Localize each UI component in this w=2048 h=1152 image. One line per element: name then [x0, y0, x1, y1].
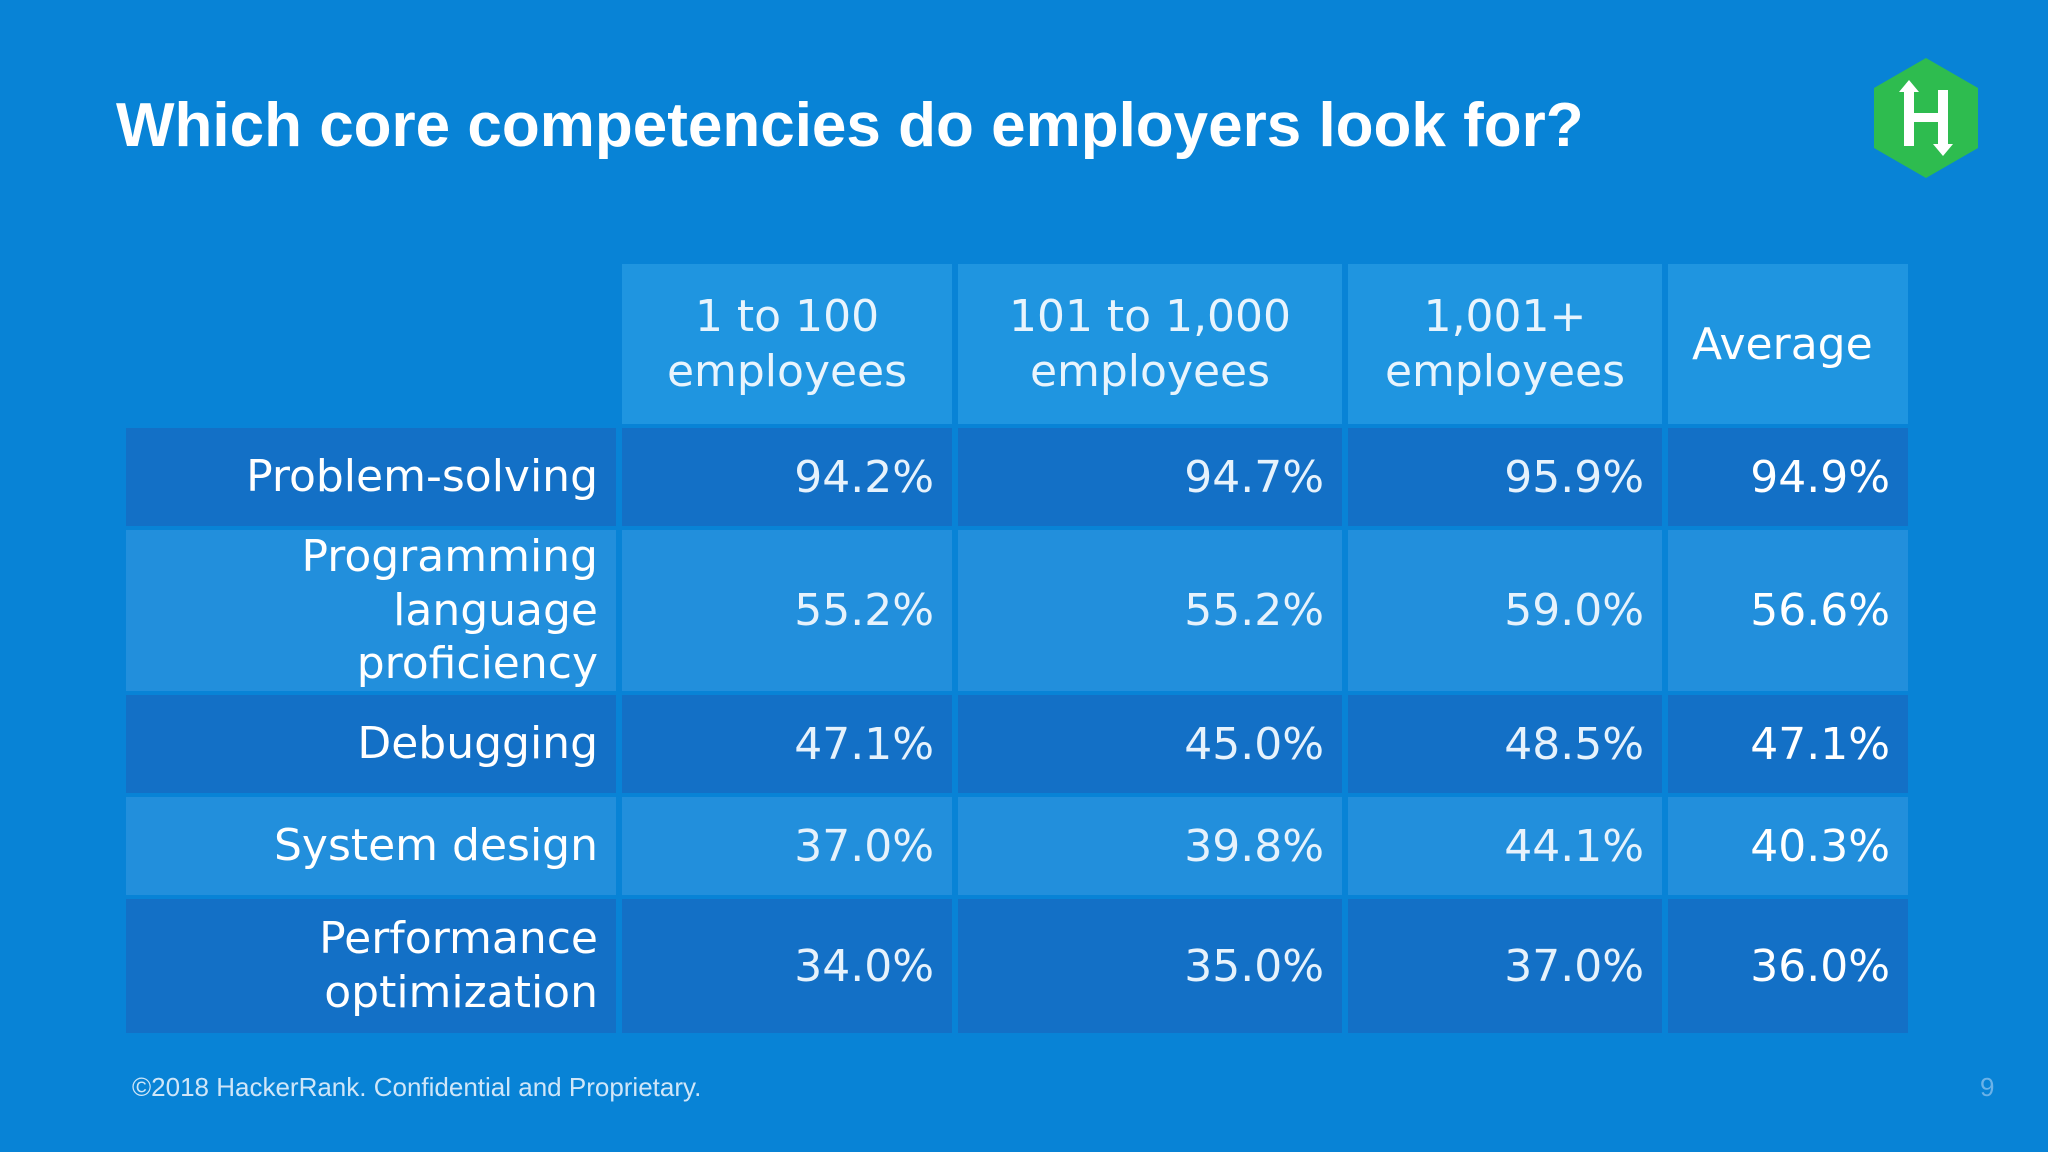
table-cell: 37.0% — [1348, 899, 1662, 1034]
table-row: Problem-solving 94.2% 94.7% 95.9% 94.9% — [126, 428, 1908, 526]
header-1001-plus: 1,001+ employees — [1348, 264, 1662, 424]
competency-table-container: 1 to 100 employees 101 to 1,000 employee… — [120, 260, 1908, 1034]
table-cell: 39.8% — [958, 797, 1342, 896]
average-cell: 47.1% — [1668, 695, 1908, 794]
page-number: 9 — [1980, 1072, 1995, 1102]
table-cell: 59.0% — [1348, 530, 1662, 692]
average-cell: 94.9% — [1668, 428, 1908, 526]
table-cell: 45.0% — [958, 695, 1342, 794]
table-row: Programming language proficiency 55.2% 5… — [126, 530, 1908, 692]
row-label: Debugging — [126, 695, 616, 794]
table-cell: 34.0% — [622, 899, 952, 1034]
table-row: Debugging 47.1% 45.0% 48.5% 47.1% — [126, 695, 1908, 794]
page-title: Which core competencies do employers loo… — [116, 91, 1584, 160]
table-cell: 94.2% — [622, 428, 952, 526]
header-1-to-100: 1 to 100 employees — [622, 264, 952, 424]
competency-table: 1 to 100 employees 101 to 1,000 employee… — [120, 260, 1914, 1037]
table-cell: 35.0% — [958, 899, 1342, 1034]
hackerrank-logo-icon — [1870, 56, 1982, 180]
table-cell: 94.7% — [958, 428, 1342, 526]
header-row: 1 to 100 employees 101 to 1,000 employee… — [126, 264, 1908, 424]
table-cell: 95.9% — [1348, 428, 1662, 526]
row-label: Programming language proficiency — [126, 530, 616, 692]
average-cell: 40.3% — [1668, 797, 1908, 896]
table-row: Performance optimization 34.0% 35.0% 37.… — [126, 899, 1908, 1034]
header-101-to-1000: 101 to 1,000 employees — [958, 264, 1342, 424]
table-cell: 47.1% — [622, 695, 952, 794]
header-average: Average — [1668, 264, 1908, 424]
row-label: Problem-solving — [126, 428, 616, 526]
table-cell: 37.0% — [622, 797, 952, 896]
footer-copyright: ©2018 HackerRank. Confidential and Propr… — [132, 1072, 702, 1102]
table-cell: 55.2% — [622, 530, 952, 692]
table-cell: 55.2% — [958, 530, 1342, 692]
row-label: System design — [126, 797, 616, 896]
row-label: Performance optimization — [126, 899, 616, 1034]
average-cell: 56.6% — [1668, 530, 1908, 692]
average-cell: 36.0% — [1668, 899, 1908, 1034]
table-row: System design 37.0% 39.8% 44.1% 40.3% — [126, 797, 1908, 896]
table-cell: 48.5% — [1348, 695, 1662, 794]
table-cell: 44.1% — [1348, 797, 1662, 896]
header-corner — [126, 264, 616, 424]
